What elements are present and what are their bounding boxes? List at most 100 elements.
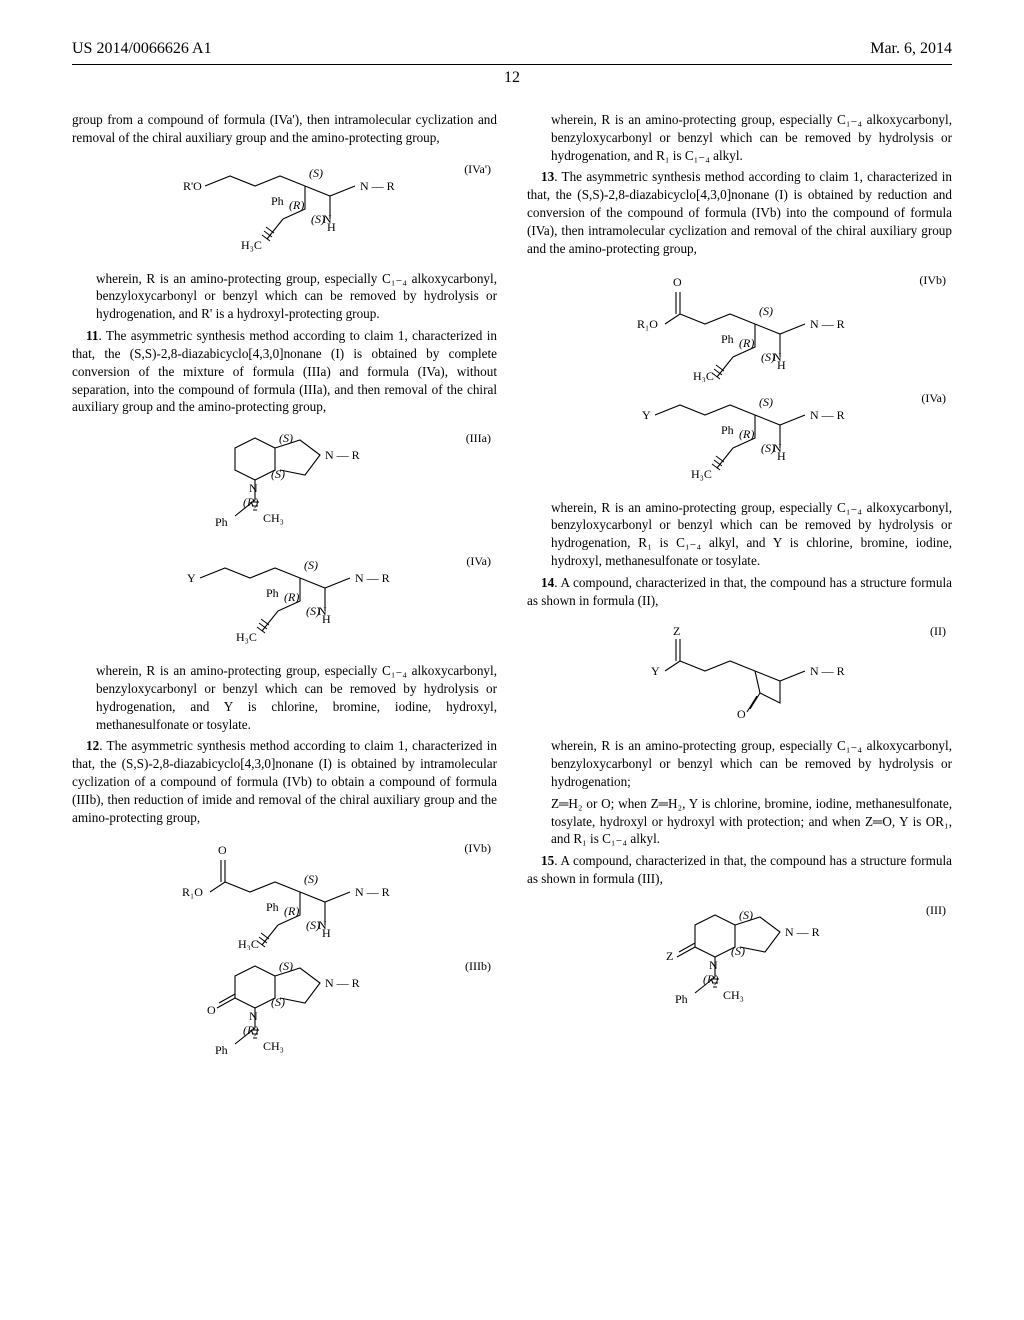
claim-number: 14 xyxy=(541,575,554,590)
svg-text:N — R: N — R xyxy=(325,976,360,990)
svg-text:H: H xyxy=(322,926,331,940)
formula-IVa-prime: (IVa') R'O Ph (R) (S) N H xyxy=(72,161,497,256)
svg-text:Ph: Ph xyxy=(721,423,734,437)
wherein-text: wherein, R is an amino-protecting group,… xyxy=(72,270,497,323)
page-number: 12 xyxy=(72,69,952,87)
formula-IIIa: (IIIa) (S) (S) N (R) Ph CH₃ N — R xyxy=(72,430,497,545)
svg-text:N: N xyxy=(709,958,718,972)
svg-text:N — R: N — R xyxy=(785,925,820,939)
svg-text:N: N xyxy=(249,1009,258,1023)
chem-structure-icon: O (S) (S) N (R) Ph CH₃ N — R xyxy=(185,958,385,1078)
svg-text:N: N xyxy=(249,481,258,495)
claim-14: 14. A compound, characterized in that, t… xyxy=(527,574,952,610)
claim-number: 13 xyxy=(541,169,554,184)
claim-15: 15. A compound, characterized in that, t… xyxy=(527,852,952,888)
svg-text:(S): (S) xyxy=(761,350,775,364)
formula-label: (IIIb) xyxy=(465,958,491,974)
claim-body: . A compound, characterized in that, the… xyxy=(527,853,952,886)
svg-text:Ph: Ph xyxy=(271,194,284,208)
svg-text:(S): (S) xyxy=(759,304,773,318)
svg-text:N — R: N — R xyxy=(355,571,390,585)
svg-text:(S): (S) xyxy=(279,431,293,445)
svg-text:Ph: Ph xyxy=(721,332,734,346)
svg-text:(R): (R) xyxy=(243,495,258,509)
wherein-text: wherein, R is an amino-protecting group,… xyxy=(527,111,952,164)
formula-label: (III) xyxy=(926,902,946,918)
chem-structure-icon: O R₁O Ph (R) (S) N H (S) N — R H₃C xyxy=(625,272,855,382)
chem-structure-icon: (S) (S) N (R) Ph CH₃ N — R xyxy=(185,430,385,545)
svg-text:(R): (R) xyxy=(243,1023,258,1037)
svg-text:H₃C: H₃C xyxy=(238,937,259,950)
wherein-text: wherein, R is an amino-protecting group,… xyxy=(527,737,952,790)
claim-body: . The asymmetric synthesis method accord… xyxy=(72,328,497,414)
svg-text:(S): (S) xyxy=(311,212,325,226)
svg-text:N — R: N — R xyxy=(810,317,845,331)
svg-text:Y: Y xyxy=(651,664,660,678)
svg-text:O: O xyxy=(207,1003,216,1017)
svg-text:(S): (S) xyxy=(739,908,753,922)
svg-text:H₃C: H₃C xyxy=(241,238,262,252)
columns: group from a compound of formula (IVa'),… xyxy=(72,111,952,1092)
svg-text:(R): (R) xyxy=(284,904,299,918)
svg-text:N — R: N — R xyxy=(360,179,395,193)
svg-text:H: H xyxy=(777,449,786,463)
claim-number: 12 xyxy=(86,738,99,753)
formula-III: (III) Z (S) (S) N (R) Ph xyxy=(527,902,952,1022)
svg-text:Ph: Ph xyxy=(215,1043,228,1057)
svg-text:(S): (S) xyxy=(279,959,293,973)
svg-text:Ph: Ph xyxy=(266,586,279,600)
svg-text:CH₃: CH₃ xyxy=(723,988,744,1002)
svg-text:(R): (R) xyxy=(739,427,754,441)
svg-text:(S): (S) xyxy=(761,441,775,455)
formula-IVb-right: (IVb) O R₁O Ph (R) (S) xyxy=(527,272,952,382)
svg-text:(S): (S) xyxy=(271,467,285,481)
formula-label: (IVb) xyxy=(919,272,946,288)
svg-text:Y: Y xyxy=(187,571,196,585)
svg-text:N — R: N — R xyxy=(810,408,845,422)
formula-label: (IVb) xyxy=(464,840,491,856)
svg-text:Y: Y xyxy=(642,408,651,422)
svg-text:Ph: Ph xyxy=(675,992,688,1006)
formula-II: (II) Z Y N — R O xyxy=(527,623,952,723)
claim-body: . A compound, characterized in that, the… xyxy=(527,575,952,608)
svg-text:Z: Z xyxy=(666,949,673,963)
svg-text:N — R: N — R xyxy=(355,885,390,899)
left-column: group from a compound of formula (IVa'),… xyxy=(72,111,497,1092)
svg-text:(S): (S) xyxy=(309,166,323,180)
formula-label: (IVa') xyxy=(464,161,491,177)
formula-label: (IVa) xyxy=(466,553,491,569)
chem-structure-icon: O R₁O Ph (R) (S) N H (S) N — R H₃C xyxy=(170,840,400,950)
claim-body: . The asymmetric synthesis method accord… xyxy=(527,169,952,255)
right-column: wherein, R is an amino-protecting group,… xyxy=(527,111,952,1092)
doc-number: US 2014/0066626 A1 xyxy=(72,40,212,58)
formula-IVa: (IVa) Y Ph (R) (S) N H xyxy=(72,553,497,648)
svg-text:(S): (S) xyxy=(304,558,318,572)
doc-date: Mar. 6, 2014 xyxy=(870,40,952,58)
svg-text:N — R: N — R xyxy=(325,448,360,462)
chem-structure-icon: Z Y N — R O xyxy=(635,623,845,723)
svg-text:N — R: N — R xyxy=(810,664,845,678)
svg-text:H₃C: H₃C xyxy=(691,467,712,481)
svg-text:R'O: R'O xyxy=(183,179,202,193)
page: US 2014/0066626 A1 Mar. 6, 2014 12 group… xyxy=(0,0,1024,1320)
svg-text:(S): (S) xyxy=(759,395,773,409)
svg-text:(R): (R) xyxy=(739,336,754,350)
svg-text:(R): (R) xyxy=(289,198,304,212)
svg-text:(R): (R) xyxy=(284,590,299,604)
text-block: group from a compound of formula (IVa'),… xyxy=(72,111,497,147)
claim-number: 11 xyxy=(86,328,98,343)
chem-structure-icon: Y Ph (R) (S) N H (S) N — R H₃C xyxy=(630,390,850,485)
formula-IVa-right: (IVa) Y Ph (R) (S) N H xyxy=(527,390,952,485)
svg-text:H₃C: H₃C xyxy=(693,369,714,382)
svg-text:H: H xyxy=(327,220,336,234)
svg-text:R₁O: R₁O xyxy=(182,885,203,899)
svg-text:Ph: Ph xyxy=(266,900,279,914)
svg-text:(S): (S) xyxy=(306,918,320,932)
formula-label: (IIIa) xyxy=(466,430,491,446)
svg-text:H₃C: H₃C xyxy=(236,630,257,644)
claim-number: 15 xyxy=(541,853,554,868)
svg-text:(R): (R) xyxy=(703,972,718,986)
svg-text:O: O xyxy=(737,707,746,721)
claim-body: . The asymmetric synthesis method accord… xyxy=(72,738,497,824)
svg-text:(S): (S) xyxy=(271,995,285,1009)
